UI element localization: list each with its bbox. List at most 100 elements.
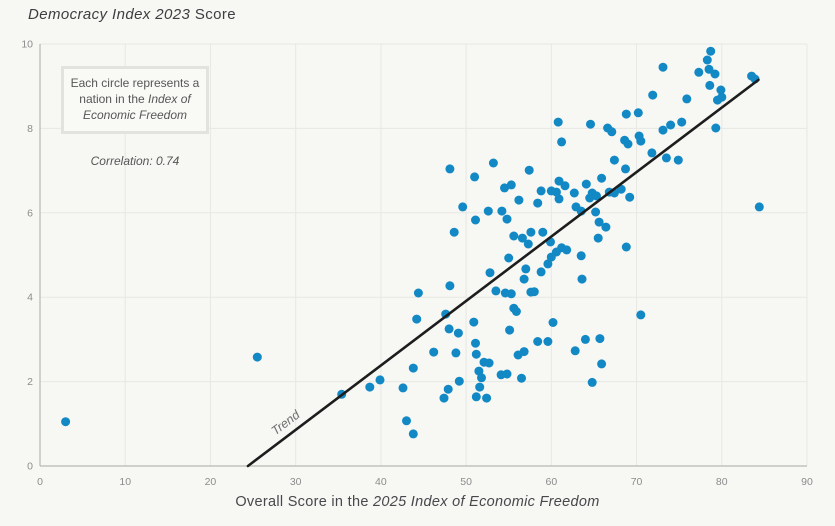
- data-point: [471, 338, 480, 348]
- data-point: [504, 253, 514, 263]
- x-tick-label: 90: [801, 476, 813, 488]
- data-point: [491, 286, 501, 296]
- data-point: [398, 383, 408, 393]
- data-point: [597, 359, 607, 369]
- data-point: [413, 288, 423, 298]
- data-point: [594, 217, 604, 227]
- data-point: [569, 188, 579, 198]
- data-point: [453, 328, 463, 338]
- data-point: [548, 318, 558, 327]
- data-point: [451, 348, 461, 358]
- data-point: [580, 334, 590, 344]
- data-point: [521, 264, 531, 274]
- y-tick-label: 2: [27, 376, 33, 388]
- x-tick-label: 20: [205, 476, 217, 488]
- data-point: [485, 268, 495, 278]
- data-point: [658, 62, 668, 72]
- data-point: [597, 173, 607, 183]
- annotation-box: Each circle represents a nation in the I…: [61, 66, 209, 134]
- data-point: [592, 191, 601, 201]
- data-point: [444, 324, 454, 334]
- data-point: [607, 127, 617, 137]
- data-point: [576, 251, 586, 261]
- data-point: [61, 417, 71, 427]
- data-point: [621, 164, 630, 174]
- data-point: [543, 337, 553, 346]
- data-point: [519, 274, 529, 284]
- data-point: [551, 247, 561, 257]
- data-point: [543, 259, 553, 269]
- data-point: [577, 274, 587, 284]
- data-point: [412, 314, 422, 324]
- data-point: [677, 117, 687, 127]
- data-point: [593, 233, 603, 243]
- data-point: [449, 227, 459, 237]
- correlation-label: Correlation: 0.74: [90, 154, 180, 168]
- data-point: [636, 310, 646, 320]
- x-axis-title: Overall Score in the 2025 Index of Econo…: [0, 494, 835, 510]
- x-tick-label: 60: [545, 476, 557, 488]
- data-point: [601, 222, 611, 232]
- data-point: [482, 393, 492, 403]
- data-point: [402, 416, 411, 426]
- data-point: [694, 67, 704, 77]
- chart-title: Democracy Index 2023 Score: [28, 6, 236, 23]
- data-point: [471, 349, 481, 359]
- data-point: [471, 215, 480, 225]
- annotation-text: Each circle represents a nation in the: [70, 76, 200, 106]
- data-point: [526, 227, 536, 237]
- data-point: [554, 194, 564, 204]
- x-axis-title-italic-part: 2025 Index of Economic Freedom: [373, 494, 600, 510]
- y-tick-label: 4: [27, 292, 33, 304]
- x-tick-label: 10: [119, 476, 131, 488]
- data-point: [562, 245, 572, 255]
- data-point: [509, 231, 519, 241]
- data-point: [509, 303, 519, 313]
- data-point: [517, 373, 526, 383]
- data-point: [536, 267, 546, 277]
- data-point: [661, 153, 671, 163]
- chart-title-regular-part: Score: [190, 6, 237, 23]
- data-point: [609, 155, 619, 165]
- data-point: [713, 95, 722, 105]
- data-point: [454, 376, 464, 386]
- data-point: [252, 352, 262, 362]
- data-point: [557, 137, 567, 147]
- y-tick-label: 6: [27, 207, 33, 219]
- data-point: [553, 117, 563, 127]
- data-point: [483, 206, 493, 216]
- data-point: [702, 55, 712, 65]
- data-point: [408, 363, 418, 373]
- data-point: [500, 183, 509, 193]
- data-point: [621, 109, 631, 119]
- data-point: [682, 94, 692, 104]
- data-point: [514, 195, 524, 205]
- data-point: [441, 309, 451, 319]
- data-point: [533, 337, 543, 346]
- data-point: [471, 392, 481, 402]
- y-tick-label: 0: [27, 461, 33, 473]
- data-point: [633, 108, 643, 118]
- data-point: [439, 393, 449, 403]
- data-point: [475, 382, 485, 392]
- data-point: [706, 46, 716, 56]
- data-point: [497, 206, 507, 216]
- data-point: [560, 181, 570, 191]
- data-point: [625, 192, 635, 202]
- data-point: [658, 125, 668, 135]
- x-tick-label: 70: [631, 476, 643, 488]
- data-point: [502, 214, 512, 224]
- data-point: [506, 289, 516, 299]
- data-point: [533, 198, 543, 208]
- data-point: [488, 158, 498, 168]
- data-point: [536, 186, 546, 196]
- data-point: [517, 233, 527, 243]
- data-point: [587, 377, 597, 387]
- data-point: [458, 202, 468, 212]
- data-point: [375, 375, 385, 385]
- data-point: [595, 334, 605, 344]
- x-tick-label: 40: [375, 476, 387, 488]
- data-point: [754, 202, 764, 212]
